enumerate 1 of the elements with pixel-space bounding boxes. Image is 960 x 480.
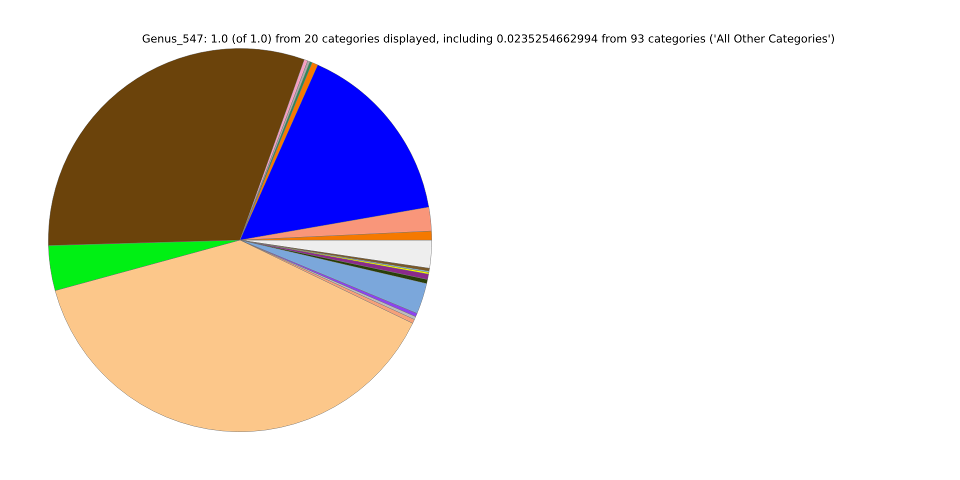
text: Genus_547: 1.0 (of 1.0) from 20 categories displayed, including 0.0235254662994 from 93 categories ('All Other Categories') bbox=[142, 32, 835, 46]
